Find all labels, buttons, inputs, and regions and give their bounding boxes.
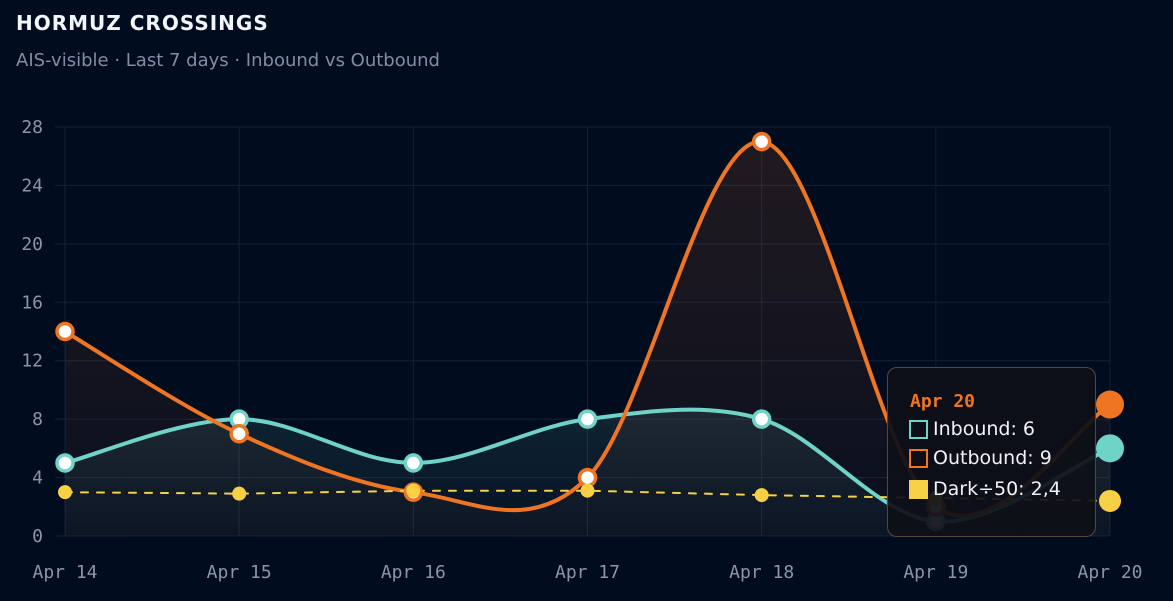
inbound-swatch-icon: [909, 419, 928, 439]
x-tick-label: Apr 19: [903, 562, 968, 583]
x-tick-label: Apr 16: [381, 562, 446, 583]
chart-subtitle: AIS-visible · Last 7 days · Inbound vs O…: [16, 50, 440, 71]
x-tick-label: Apr 17: [555, 562, 620, 583]
tooltip-inbound-value: Inbound: 6: [933, 418, 1036, 440]
outbound-point-active: [1096, 390, 1124, 419]
tooltip-title: Apr 20: [910, 391, 976, 412]
outbound-point: [55, 321, 75, 342]
tooltip-dark-value: Dark÷50: 2,4: [933, 478, 1061, 500]
outbound-point: [751, 131, 772, 152]
dark--point: [1099, 489, 1121, 512]
x-tick-label: Apr 18: [729, 562, 794, 583]
dark-swatch-icon: [909, 479, 928, 499]
x-tick-label: Apr 14: [32, 562, 97, 583]
tooltip-row-inbound: Inbound: 6: [909, 417, 1035, 441]
dark--point: [754, 488, 769, 503]
tooltip-row-outbound: Outbound: 9: [909, 446, 1052, 470]
tooltip-outbound-value: Outbound: 9: [933, 447, 1052, 469]
y-tick-label: 0: [32, 526, 43, 547]
y-tick-label: 4: [32, 468, 43, 489]
x-tick-label: Apr 20: [1077, 562, 1142, 583]
y-tick-label: 20: [21, 234, 43, 255]
y-tick-label: 28: [21, 117, 43, 138]
y-tick-label: 12: [21, 351, 43, 372]
axis-labels: 0 4 8 12 16 20 24 28 Apr 14 Apr 15 Apr 16 Apr 17 Apr…: [21, 117, 1142, 583]
dark--point: [232, 486, 247, 501]
outbound-point: [577, 467, 598, 488]
y-tick-label: 16: [21, 292, 43, 313]
inbound-point: [751, 409, 772, 429]
outbound-point: [229, 424, 249, 444]
tooltip-row-dark: Dark÷50: 2,4: [909, 477, 1061, 501]
inbound-point-active: [1096, 434, 1124, 463]
chart-title: HORMUZ CROSSINGS: [16, 11, 269, 35]
dark--point: [58, 485, 72, 500]
y-tick-label: 8: [32, 409, 43, 430]
hover-tooltip: Apr 20 Inbound: 6 Outbound: 9 Dark÷50: 2…: [887, 367, 1096, 537]
dark--point: [580, 483, 595, 498]
inbound-point: [403, 453, 424, 473]
dark--point: [406, 483, 421, 498]
inbound-point: [577, 409, 598, 429]
outbound-area: [65, 141, 1110, 536]
inbound-point: [55, 453, 75, 473]
outbound-swatch-icon: [909, 448, 928, 468]
y-tick-label: 24: [21, 175, 43, 196]
x-tick-label: Apr 15: [207, 562, 272, 583]
